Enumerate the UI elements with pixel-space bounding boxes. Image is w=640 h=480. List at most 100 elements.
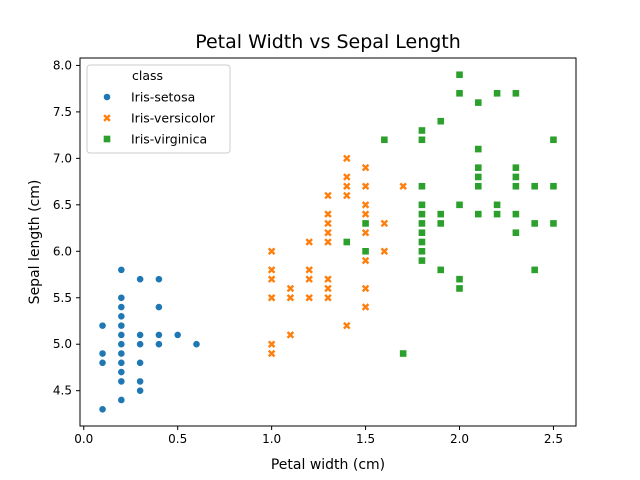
data-points xyxy=(98,70,558,414)
data-point xyxy=(117,265,126,274)
data-point xyxy=(267,294,276,302)
data-point xyxy=(530,265,539,274)
x-tick-label: 0.5 xyxy=(168,432,187,446)
data-point xyxy=(380,219,389,228)
data-point xyxy=(493,210,501,219)
data-point xyxy=(418,256,426,265)
data-point xyxy=(361,210,370,218)
x-tick-label: 2.5 xyxy=(544,432,563,446)
data-point xyxy=(136,386,145,395)
y-tick-label: 8.0 xyxy=(53,58,72,72)
data-point xyxy=(418,135,426,144)
data-point xyxy=(474,98,483,107)
data-point xyxy=(399,349,408,358)
plot-frame xyxy=(79,57,577,427)
data-point xyxy=(436,210,445,219)
data-point xyxy=(155,303,163,311)
data-point xyxy=(361,228,370,237)
legend-items: Iris-setosa Iris-versicolor Iris-virginica xyxy=(103,90,216,147)
data-point xyxy=(267,247,276,256)
y-tick-label: 4.5 xyxy=(53,384,72,398)
data-point xyxy=(474,182,483,191)
data-point xyxy=(117,368,126,377)
y-tick-label: 5.5 xyxy=(53,291,72,305)
data-point xyxy=(305,294,313,302)
data-point xyxy=(117,396,126,404)
data-point xyxy=(418,210,426,219)
data-point xyxy=(117,321,126,330)
data-point xyxy=(117,358,126,367)
data-point xyxy=(549,135,558,144)
y-tick-label: 5.0 xyxy=(53,337,72,351)
legend-marker xyxy=(103,93,111,101)
legend-item-label: Iris-versicolor xyxy=(131,111,216,126)
data-point xyxy=(192,340,201,349)
y-axis-label: Sepal length (cm) xyxy=(27,180,43,305)
data-point xyxy=(305,266,313,274)
data-point xyxy=(117,331,126,339)
legend-item-label: Iris-setosa xyxy=(131,90,195,105)
data-point xyxy=(361,182,370,190)
data-point xyxy=(455,275,464,284)
data-point xyxy=(511,228,520,237)
data-point xyxy=(267,340,276,348)
legend-marker xyxy=(103,135,111,143)
data-point xyxy=(324,210,332,218)
data-point xyxy=(117,340,126,349)
data-point xyxy=(136,340,145,349)
data-point xyxy=(399,182,407,190)
data-point xyxy=(418,200,426,209)
data-point xyxy=(474,163,483,172)
data-point xyxy=(361,163,370,172)
data-point xyxy=(305,238,313,246)
data-point xyxy=(136,275,145,284)
data-point xyxy=(530,182,539,191)
data-point xyxy=(136,331,145,339)
data-point xyxy=(324,294,332,302)
data-point xyxy=(436,265,445,274)
data-point xyxy=(98,321,107,330)
data-point xyxy=(455,200,464,209)
data-point xyxy=(155,340,163,349)
data-point xyxy=(418,247,426,256)
x-tick-label: 2.0 xyxy=(450,432,469,446)
data-point xyxy=(418,219,426,228)
data-point xyxy=(343,321,351,330)
data-point xyxy=(98,349,107,358)
data-point xyxy=(343,191,351,200)
data-point xyxy=(117,303,126,311)
data-point xyxy=(117,293,126,302)
data-point xyxy=(511,210,520,219)
data-point xyxy=(418,126,426,135)
data-point xyxy=(286,331,295,339)
data-point xyxy=(98,405,107,414)
data-point xyxy=(305,275,313,283)
data-point xyxy=(173,331,182,339)
y-tick-label: 6.0 xyxy=(53,244,72,258)
legend-box xyxy=(86,64,231,154)
data-point xyxy=(418,228,426,237)
data-point xyxy=(361,247,370,256)
data-point xyxy=(324,191,332,200)
data-point xyxy=(324,275,332,283)
x-tick-label: 0.0 xyxy=(74,432,93,446)
data-point xyxy=(267,349,276,358)
data-point xyxy=(286,284,295,293)
data-point xyxy=(324,238,332,246)
data-point xyxy=(418,182,426,191)
data-point xyxy=(286,294,295,302)
legend-item-label: Iris-virginica xyxy=(131,132,207,147)
x-axis-label: Petal width (cm) xyxy=(271,457,385,473)
x-axis-ticks: 0.0 0.5 1.0 1.5 2.0 2.5 xyxy=(74,426,563,446)
legend: class Iris-setosa Iris-versicolor Iris-vir… xyxy=(86,64,231,154)
data-point xyxy=(343,182,351,190)
data-point xyxy=(361,303,370,311)
data-point xyxy=(493,200,501,209)
data-point xyxy=(324,228,332,237)
data-point xyxy=(511,163,520,172)
y-tick-label: 7.0 xyxy=(53,151,72,165)
legend-title: class xyxy=(132,68,163,83)
data-point xyxy=(380,247,389,256)
data-point xyxy=(436,219,445,228)
